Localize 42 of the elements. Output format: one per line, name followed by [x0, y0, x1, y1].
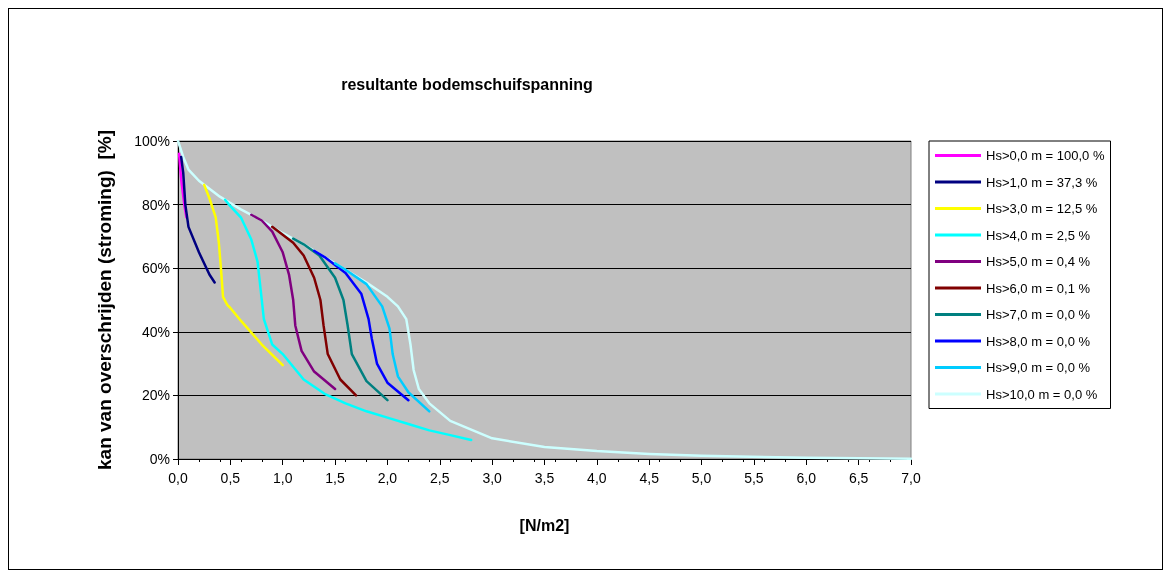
- x-tick-label: 0,0: [168, 470, 188, 486]
- x-tick-label: 0,5: [220, 470, 241, 486]
- x-tick-label: 3,0: [482, 470, 503, 486]
- line-series: [291, 237, 389, 402]
- y-tick-label: 0%: [149, 451, 170, 467]
- y-tick-label: 40%: [141, 323, 170, 340]
- x-axis-title: [N/m2]: [519, 516, 570, 534]
- line-series: [312, 249, 410, 402]
- x-tick-label: 1,5: [325, 470, 346, 486]
- legend-label: Hs>7,0 m = 0,0 %: [986, 307, 1091, 322]
- y-axis-title: kan van overschrijden (stroming) [%]: [93, 130, 115, 470]
- line-series: [202, 183, 284, 367]
- x-tick-label: 7,0: [901, 470, 921, 486]
- legend-label: Hs>8,0 m = 0,0 %: [986, 333, 1091, 349]
- y-tick-label: 20%: [141, 387, 170, 404]
- x-tick-label: 3,5: [534, 470, 555, 486]
- line-series: [179, 155, 216, 284]
- x-tick-label: 6,5: [848, 470, 869, 486]
- legend-label: Hs>6,0 m = 0,1 %: [986, 280, 1091, 296]
- line-series: [223, 198, 473, 442]
- line-series: [270, 225, 358, 397]
- chart-title: resultante bodemschuifspanning: [341, 75, 593, 93]
- line-series: [333, 262, 431, 413]
- x-tick-label: 2,5: [430, 470, 450, 486]
- x-tick-label: 5,5: [744, 470, 764, 486]
- legend-label: Hs>10,0 m = 0,0 %: [986, 386, 1098, 402]
- legend-label: Hs>3,0 m = 12,5 %: [986, 201, 1098, 216]
- legend-label: Hs>5,0 m = 0,4 %: [986, 254, 1091, 269]
- y-tick-label: 80%: [141, 196, 170, 213]
- x-tick-label: 2,0: [377, 470, 398, 486]
- y-tick-label: 100%: [134, 133, 170, 149]
- x-tick-label: 5,0: [691, 470, 712, 486]
- legend-label: Hs>0,0 m = 100,0 %: [986, 148, 1105, 163]
- x-tick-label: 4,0: [587, 470, 607, 486]
- y-tick-label: 60%: [141, 260, 170, 277]
- x-tick-label: 1,0: [272, 470, 293, 486]
- x-tick-label: 4,5: [639, 470, 660, 486]
- line-series: [250, 213, 337, 391]
- legend-label: Hs>9,0 m = 0,0 %: [986, 360, 1091, 375]
- legend-label: Hs>4,0 m = 2,5 %: [986, 227, 1091, 243]
- legend-label: Hs>1,0 m = 37,3 %: [986, 174, 1098, 190]
- x-tick-label: 6,0: [796, 470, 817, 486]
